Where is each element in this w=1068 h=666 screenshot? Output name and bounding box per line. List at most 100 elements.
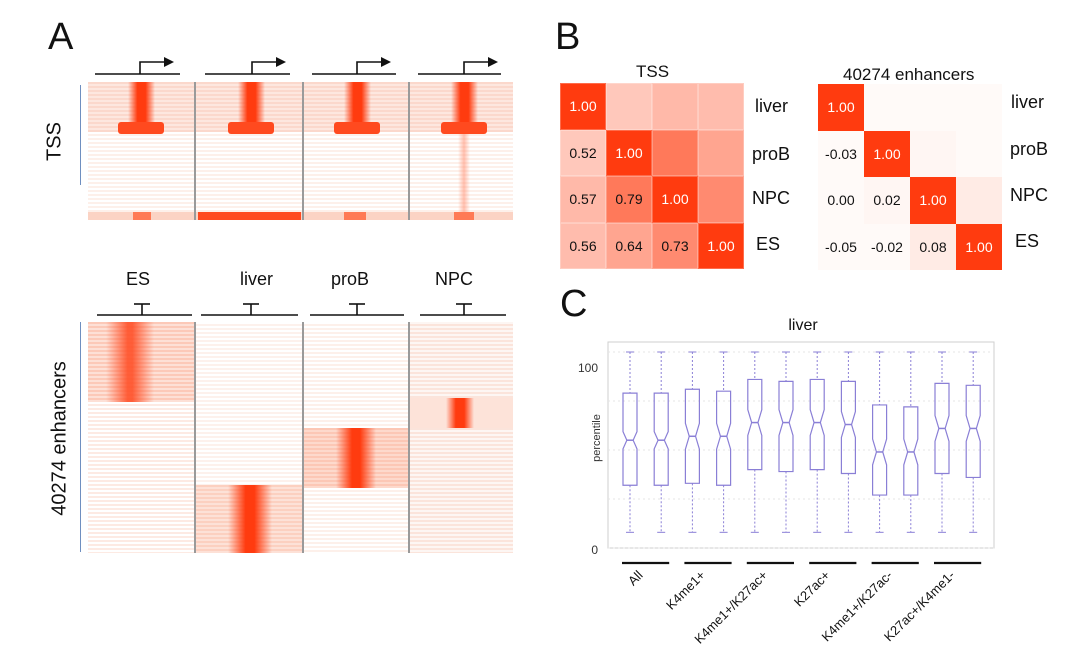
tss-row-label-npc: NPC [752, 188, 791, 208]
box-8 [872, 351, 888, 533]
tss-bracket-line [80, 85, 81, 185]
tss-arrow-2 [205, 61, 290, 75]
matrix-cell-0-1 [606, 83, 652, 130]
panel-c-letter: C [560, 283, 588, 325]
matrix-cell-3-1: -0.02 [864, 223, 910, 270]
matrix-cell-1-0: -0.03 [818, 130, 864, 177]
tss-correlation-matrix: 1.00 0.52 1.00 0.57 0.79 1.00 0.56 0.64 0.73 1.00 [560, 83, 744, 269]
grid-lines [608, 351, 994, 549]
matrix-cell-3-1: 0.64 [606, 222, 652, 269]
enhancer-heatmap [88, 322, 513, 553]
group-label-0: All [625, 567, 646, 588]
matrix-cell-2-1: 0.02 [864, 177, 910, 224]
matrix-cell-2-2: 1.00 [910, 177, 956, 224]
tss-row-label-prob: proB [752, 144, 791, 164]
enh-corr-title: 40274 enhancers [843, 65, 975, 84]
matrix-cell-3-3: 1.00 [698, 222, 744, 269]
tss-corr-title: TSS [636, 62, 670, 81]
enh-row-label-es: ES [1015, 231, 1040, 251]
box-body [716, 390, 732, 486]
tss-heatmap [88, 82, 513, 220]
cell-type-liver: liver [240, 269, 274, 289]
matrix-cell-2-2: 1.00 [652, 176, 698, 223]
matrix-cell-2-0: 0.00 [818, 177, 864, 224]
enhancer-correlation-matrix: 1.00 -0.03 1.00 0.00 0.02 1.00 -0.05 -0.02 0.08 1… [818, 84, 1002, 270]
box-4 [747, 351, 763, 533]
enh-row-label-npc: NPC [1010, 185, 1049, 205]
enhancer-markers [97, 303, 506, 316]
box-6 [809, 351, 825, 533]
enhancer-marker-1 [97, 303, 192, 316]
box-1 [653, 351, 669, 533]
box-body [778, 380, 794, 473]
box-body [684, 388, 700, 484]
panel-b-letter: B [555, 16, 581, 58]
matrix-cell-2-1: 0.79 [606, 176, 652, 223]
box-2 [684, 351, 700, 533]
cell-type-prob: proB [331, 269, 370, 289]
matrix-cell-1-2 [910, 130, 956, 177]
matrix-cell-2-0: 0.57 [560, 176, 606, 223]
enh-row-label-liver: liver [1011, 92, 1045, 112]
matrix-cell-0-3 [698, 83, 744, 130]
matrix-cell-1-3 [956, 130, 1002, 177]
tss-arrow-4 [418, 61, 501, 75]
box-7 [840, 351, 856, 533]
tss-arrowhead-2 [276, 57, 286, 67]
y-tick-100: 100 [578, 361, 598, 375]
box-11 [965, 351, 981, 533]
liver-boxplot: liver 100 0 percentile All K4me1+K4me1+/K… [578, 317, 995, 647]
box-9 [903, 351, 919, 533]
tss-gene-arrows [95, 57, 501, 75]
matrix-cell-2-3 [956, 177, 1002, 224]
enhancer-bracket-line [80, 322, 81, 552]
box-body [965, 384, 981, 479]
tss-arrowhead-1 [164, 57, 174, 67]
matrix-cell-3-3: 1.00 [956, 223, 1002, 270]
y-axis-label: percentile [591, 414, 603, 462]
matrix-cell-0-2 [652, 83, 698, 130]
matrix-cell-0-3 [956, 84, 1002, 131]
tss-arrowhead-3 [381, 57, 391, 67]
matrix-cell-1-2 [652, 129, 698, 176]
group-label-1: K4me1+ [663, 568, 708, 613]
enhancer-marker-3 [310, 303, 404, 316]
boxplot-title: liver [788, 317, 818, 334]
box-5 [778, 351, 794, 533]
matrix-cell-3-0: 0.56 [560, 222, 606, 269]
boxes [622, 351, 981, 533]
group-labels: All K4me1+K4me1+/K27ac+ K27ac+K4me1+/K27ac… [622, 561, 982, 647]
plot-area [607, 341, 995, 549]
box-body [809, 378, 825, 471]
matrix-cell-1-3 [698, 129, 744, 176]
box-body [747, 378, 763, 471]
matrix-cell-3-2: 0.73 [652, 222, 698, 269]
tss-arrow-3 [312, 61, 396, 75]
tss-row-label-es: ES [756, 234, 781, 254]
panel-a-letter: A [48, 16, 74, 58]
matrix-cell-1-1: 1.00 [864, 130, 910, 177]
box-body [872, 404, 888, 496]
enhancer-row-label: 40274 enhancers [48, 361, 71, 516]
enh-row-label-prob: proB [1010, 139, 1049, 159]
tss-row-label: TSS [43, 122, 66, 161]
matrix-cell-0-2 [910, 84, 956, 131]
box-0 [622, 351, 638, 533]
box-body [622, 392, 638, 486]
box-body [840, 380, 856, 475]
tss-arrowhead-4 [488, 57, 498, 67]
box-10 [934, 351, 950, 533]
cell-type-npc: NPC [435, 269, 474, 289]
enhancer-marker-4 [420, 303, 506, 316]
enhancer-marker-2 [201, 303, 298, 316]
box-body [903, 406, 919, 496]
matrix-cell-0-1 [864, 84, 910, 131]
matrix-cell-3-2: 0.08 [910, 223, 956, 270]
tss-row-label-liver: liver [755, 96, 789, 116]
matrix-cell-0-0: 1.00 [818, 84, 864, 131]
matrix-cell-2-3 [698, 176, 744, 223]
tss-arrow-1 [95, 61, 180, 75]
box-body [653, 392, 669, 486]
cell-type-es: ES [126, 269, 151, 289]
box-3 [716, 351, 732, 533]
